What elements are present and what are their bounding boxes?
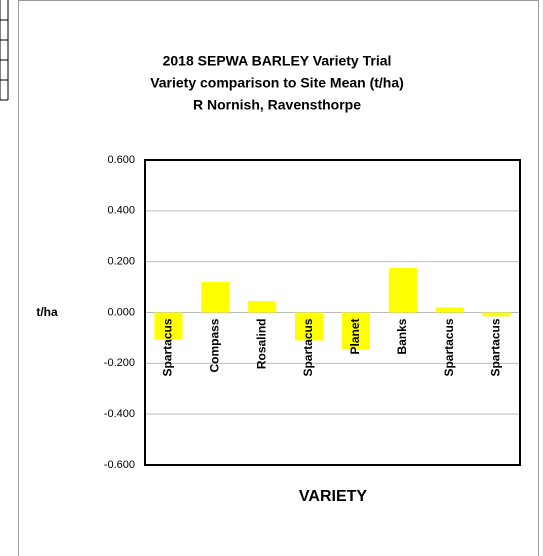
bar — [154, 312, 183, 340]
y-tick-label: 0.200 — [107, 256, 135, 268]
bar — [388, 268, 417, 313]
bar — [201, 282, 230, 313]
chart-title: 2018 SEPWA BARLEY Variety Trial — [163, 53, 392, 69]
bar — [482, 312, 511, 317]
table-fragment — [0, 0, 9, 101]
x-tick-label: Rosalind — [254, 319, 268, 370]
y-tick-label: 0.000 — [107, 306, 135, 318]
bar — [295, 312, 324, 341]
bar — [248, 301, 277, 313]
x-tick-label: Planet — [348, 319, 362, 355]
x-tick-label: Spartacus — [442, 318, 456, 376]
y-tick-label: 0.600 — [107, 154, 135, 166]
bar — [341, 312, 370, 350]
chart-frame — [18, 0, 539, 556]
bar — [435, 307, 464, 313]
chart-title: Variety comparison to Site Mean (t/ha) — [150, 75, 404, 91]
plot-border — [144, 159, 521, 466]
chart-title: R Nornish, Ravensthorpe — [193, 97, 361, 113]
x-tick-label: Compass — [207, 318, 221, 372]
x-tick-label: Spartacus — [161, 318, 175, 376]
x-tick-label: Spartacus — [301, 318, 315, 376]
y-axis-label: t/ha — [36, 305, 58, 319]
y-tick-label: 0.400 — [107, 205, 135, 217]
x-tick-label: Spartacus — [489, 318, 503, 376]
y-tick-label: -0.600 — [104, 459, 135, 471]
y-tick-label: -0.400 — [104, 408, 135, 420]
y-tick-label: -0.200 — [104, 357, 135, 369]
x-tick-label: Banks — [395, 318, 409, 354]
x-axis-label: VARIETY — [299, 488, 367, 505]
